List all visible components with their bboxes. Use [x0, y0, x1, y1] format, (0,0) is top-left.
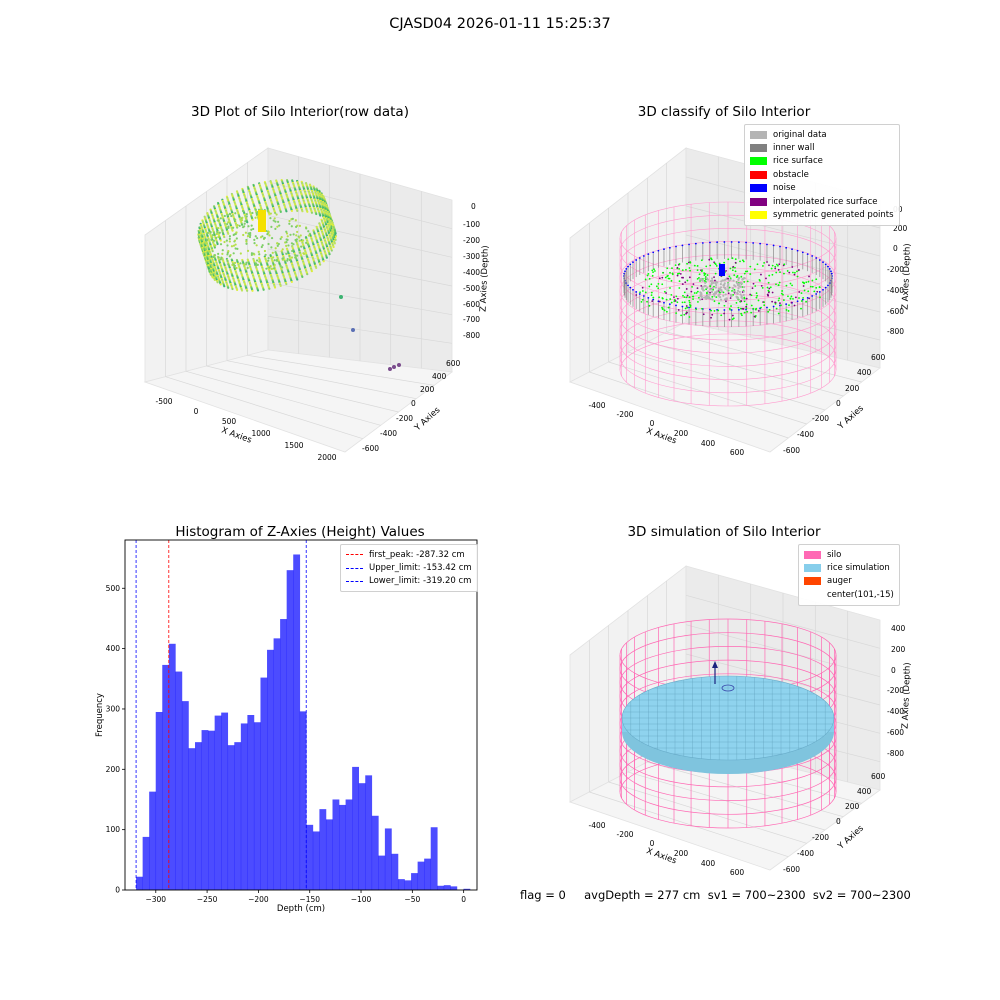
z-tick-label: -800	[887, 749, 904, 758]
y-tick-label: -600	[783, 865, 800, 874]
y-tick-label: 0	[836, 817, 841, 826]
y-tick-label: 400	[857, 787, 872, 796]
legend-item: auger	[804, 575, 894, 588]
status-line: flag = 0 avgDepth = 277 cm sv1 = 700~230…	[520, 888, 911, 902]
legend-item: silo	[804, 548, 894, 561]
legend-label: rice simulation	[827, 563, 890, 573]
simulation-legend: silo rice simulation auger center(101,-1…	[798, 544, 900, 606]
legend-label: auger	[827, 576, 852, 586]
y-tick-label: -400	[797, 849, 814, 858]
legend-swatch	[804, 564, 821, 572]
y-tick-label: 600	[871, 772, 886, 781]
x-tick-label: -400	[588, 821, 605, 830]
y-tick-label: -200	[812, 833, 829, 842]
z-tick-label: 400	[891, 624, 906, 633]
legend-swatch	[804, 551, 821, 559]
legend-label: center(101,-15)	[827, 590, 894, 600]
simulation-y-axis-label: Y Axies	[836, 823, 867, 852]
legend-swatch	[804, 591, 821, 599]
legend-item: center(101,-15)	[804, 588, 894, 601]
simulation-z-axis-label: Z Axies (Depth)	[901, 662, 913, 729]
x-tick-label: 600	[730, 868, 745, 877]
x-tick-label: -200	[616, 830, 633, 839]
z-tick-label: 200	[891, 645, 906, 654]
legend-swatch	[804, 577, 821, 585]
z-tick-label: 0	[891, 666, 896, 675]
legend-item: rice simulation	[804, 561, 894, 574]
x-tick-label: 400	[701, 859, 716, 868]
y-tick-label: 200	[845, 802, 860, 811]
legend-label: silo	[827, 550, 841, 560]
